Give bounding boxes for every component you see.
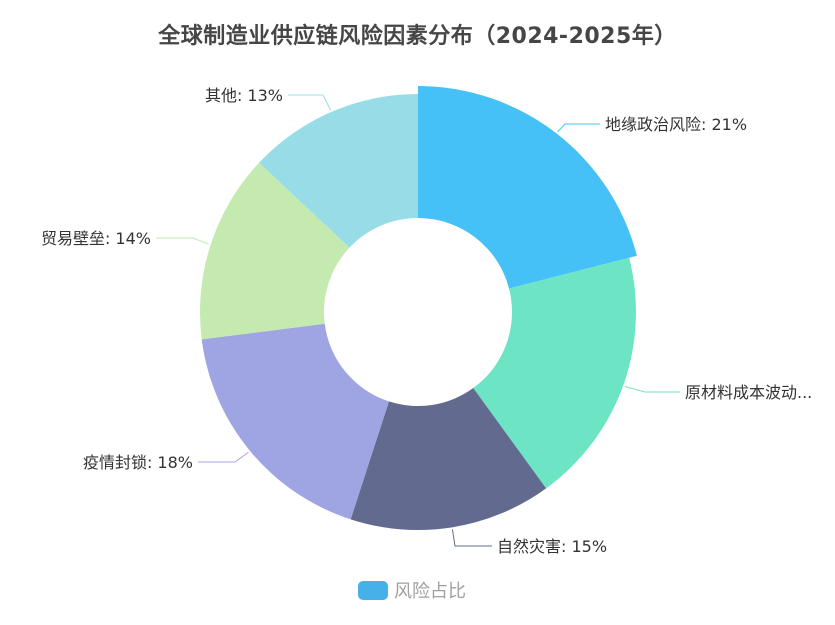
legend-swatch [358,580,388,600]
donut-slice[interactable] [201,323,389,520]
legend-label: 风险占比 [394,581,466,602]
slice-label: 自然灾害: 15% [497,537,607,556]
donut-slice[interactable] [473,257,636,489]
leader-line [198,451,249,463]
leader-line [624,386,680,393]
slice-label: 贸易壁垒: 14% [41,229,151,248]
leader-line [451,529,492,547]
chart-title: 全球制造业供应链风险因素分布（2024-2025年） [158,24,677,49]
slice-label: 原材料成本波动... [685,383,812,402]
slice-label: 地缘政治风险: 21% [605,115,747,134]
donut-slice[interactable] [259,94,418,248]
leader-line [288,94,332,111]
donut-slice[interactable] [200,162,350,340]
donut-slice[interactable] [350,388,547,530]
slice-label: 疫情封锁: 18% [83,453,193,472]
leader-line [156,237,209,245]
slice-label: 其他: 13% [205,86,283,105]
donut-slice[interactable] [418,86,637,289]
legend-item[interactable]: 风险占比 [358,577,466,603]
leader-line [557,123,600,133]
